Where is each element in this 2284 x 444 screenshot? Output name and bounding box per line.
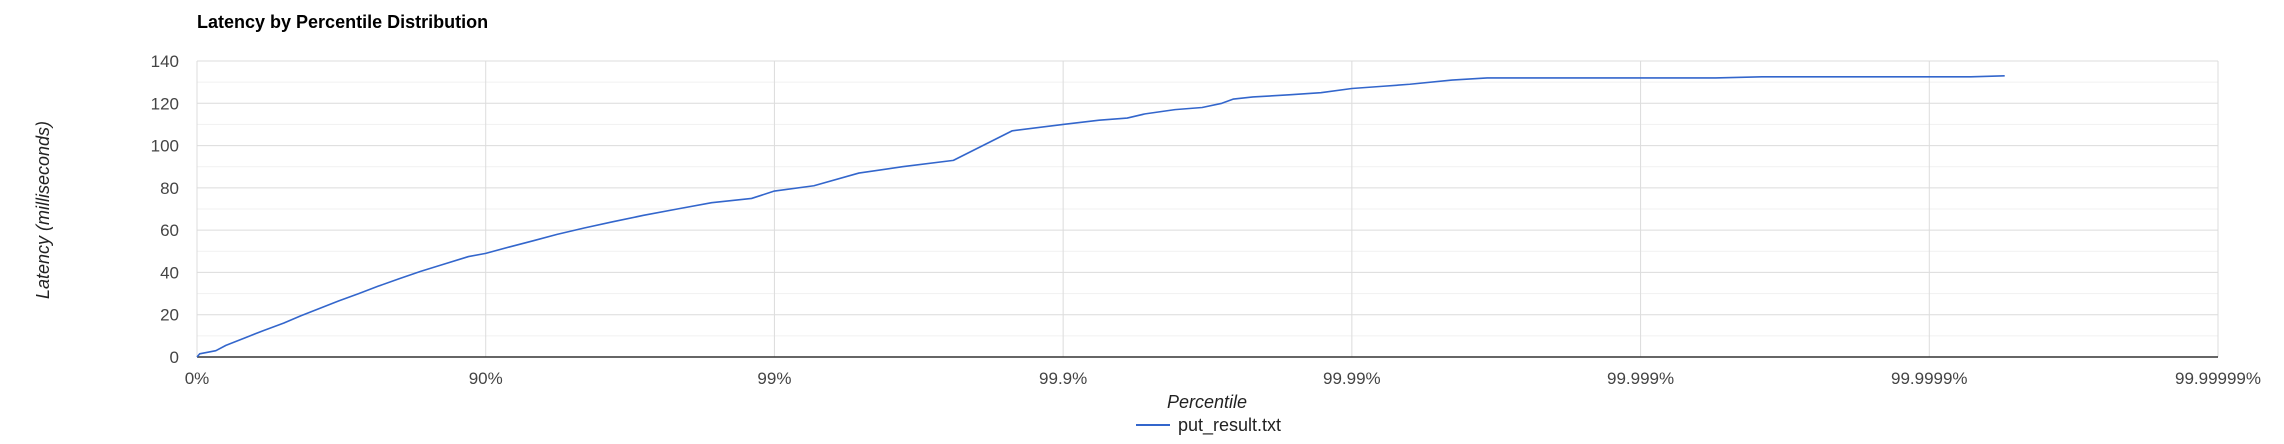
x-tick-label: 99.9999% — [1891, 369, 1968, 388]
chart-title: Latency by Percentile Distribution — [197, 12, 488, 32]
series-line-0 — [196, 75, 2005, 358]
x-tick-label: 99.99999% — [2175, 369, 2261, 388]
x-tick-label: 90% — [469, 369, 503, 388]
y-tick-label: 80 — [160, 179, 179, 198]
x-tick-label: 0% — [185, 369, 210, 388]
x-axis-title: Percentile — [1167, 392, 1247, 412]
x-tick-label: 99.9% — [1039, 369, 1087, 388]
y-tick-label: 60 — [160, 221, 179, 240]
axes: 0 20 40 60 80 100 120 140 0% 90% 99% 99.9% 99.99% 99.… — [151, 52, 2261, 388]
x-tick-label: 99% — [757, 369, 791, 388]
y-tick-label: 40 — [160, 263, 179, 282]
grid — [196, 60, 2219, 357]
x-tick-label: 99.99% — [1323, 369, 1381, 388]
legend-label: put_result.txt — [1178, 415, 1281, 436]
y-tick-label: 20 — [160, 306, 179, 325]
x-tick-label: 99.999% — [1607, 369, 1674, 388]
y-axis-title: Latency (milliseconds) — [33, 121, 53, 299]
y-tick-label: 120 — [151, 94, 179, 113]
y-tick-label: 140 — [151, 52, 179, 71]
y-tick-label: 100 — [151, 137, 179, 156]
legend: put_result.txt — [1136, 415, 1281, 436]
series-lines — [196, 75, 2005, 358]
y-tick-label: 0 — [170, 348, 179, 367]
